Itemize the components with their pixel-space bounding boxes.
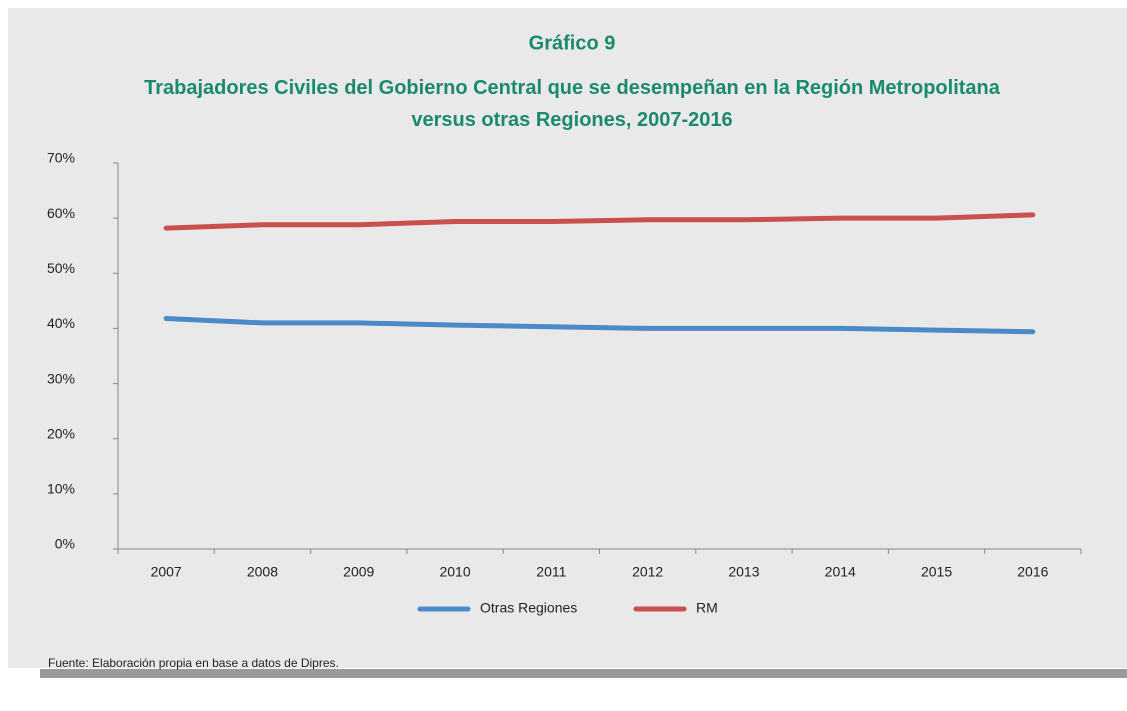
x-tick-label: 2008 [247,564,278,580]
legend-label: RM [696,600,718,616]
bottom-bar [40,669,1127,678]
chart-subtitle: Trabajadores Civiles del Gobierno Centra… [144,77,1001,131]
x-tick-label: 2015 [921,564,952,580]
series-line [163,212,1036,231]
y-tick-label: 60% [47,205,75,221]
x-tick-label: 2011 [536,564,566,580]
legend-label: Otras Regiones [480,600,577,616]
y-tick-label: 20% [47,425,75,441]
x-tick-label: 2009 [343,564,374,580]
y-tick-label: 0% [55,536,75,552]
y-tick-label: 30% [47,370,75,386]
x-tick-label: 2007 [151,564,182,580]
x-tick-label: 2016 [1017,564,1048,580]
x-tick-label: 2012 [632,564,663,580]
series-line [163,316,1036,335]
y-tick-label: 50% [47,260,75,276]
x-tick-label: 2010 [439,564,470,580]
y-tick-label: 40% [47,315,75,331]
chart-title: Gráfico 9 [529,32,616,54]
panel [8,8,1127,668]
y-tick-label: 10% [47,481,75,497]
y-tick-label: 70% [47,150,75,166]
x-tick-label: 2013 [728,564,759,580]
x-tick-label: 2014 [825,564,856,580]
source-note: Fuente: Elaboración propia en base a dat… [48,656,339,670]
